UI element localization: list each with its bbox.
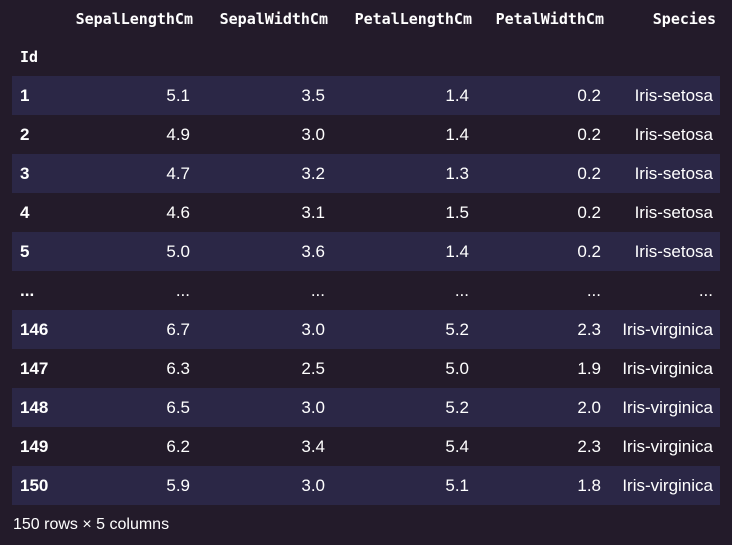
table-cell: 6.2 [166,436,190,456]
row-index: 3 [20,163,30,183]
table-cell: 3.1 [301,202,325,222]
table-cell: Iris-setosa [634,202,713,222]
table-row: 148 6.5 3.0 5.2 2.0 Iris-virginica [12,388,720,427]
table-cell: ... [310,280,325,300]
table-cell: 5.2 [445,319,469,339]
table-cell: 4.6 [166,202,190,222]
table-cell: 3.0 [301,319,325,339]
table-cell: 3.5 [301,85,325,105]
table-cell: 0.2 [577,241,601,261]
table-cell: 2.3 [577,436,601,456]
row-index: 4 [20,202,30,222]
table-cell: 0.2 [577,85,601,105]
table-cell: Iris-virginica [622,358,713,378]
table-cell: 5.0 [445,358,469,378]
row-index: 147 [20,358,49,378]
table-cell: 4.7 [166,163,190,183]
table-cell: Iris-virginica [622,436,713,456]
table-cell: 2.3 [577,319,601,339]
row-index: 1 [20,85,30,105]
table-cell: 1.3 [445,163,469,183]
table-cell: Iris-virginica [622,319,713,339]
table-cell: 1.5 [445,202,469,222]
table-row: 4 4.6 3.1 1.5 0.2 Iris-setosa [12,193,720,232]
table-row: 150 5.9 3.0 5.1 1.8 Iris-virginica [12,466,720,505]
table-cell: ... [698,280,713,300]
table-cell: 4.9 [166,124,190,144]
dataframe-output: SepalLengthCm SepalWidthCm PetalLengthCm… [12,0,720,505]
table-cell: 2.0 [577,397,601,417]
column-header-species: Species [652,10,716,28]
dataframe-table: SepalLengthCm SepalWidthCm PetalLengthCm… [12,0,720,505]
table-cell: Iris-setosa [634,124,713,144]
column-header-sepal-length: SepalLengthCm [75,10,193,28]
table-cell: 0.2 [577,163,601,183]
column-header-row: SepalLengthCm SepalWidthCm PetalLengthCm… [12,0,720,38]
row-index: 149 [20,436,49,456]
index-header-row: Id [12,38,720,76]
table-row: 2 4.9 3.0 1.4 0.2 Iris-setosa [12,115,720,154]
table-cell: 5.0 [166,241,190,261]
table-cell: Iris-virginica [622,397,713,417]
table-cell: ... [175,280,190,300]
table-cell: 6.3 [166,358,190,378]
table-cell: 3.2 [301,163,325,183]
table-cell: ... [586,280,601,300]
row-index: 2 [20,124,30,144]
column-header-sepal-width: SepalWidthCm [219,10,328,28]
table-cell: 5.1 [445,475,469,495]
column-header-petal-length: PetalLengthCm [354,10,472,28]
table-row: 3 4.7 3.2 1.3 0.2 Iris-setosa [12,154,720,193]
table-cell: 1.9 [577,358,601,378]
table-row: 1 5.1 3.5 1.4 0.2 Iris-setosa [12,76,720,115]
table-row: .................. [12,271,720,310]
table-cell: Iris-virginica [622,475,713,495]
table-cell: 3.0 [301,124,325,144]
row-index: 148 [20,397,49,417]
table-cell: 6.7 [166,319,190,339]
table-cell: 5.1 [166,85,190,105]
table-cell: 1.4 [445,124,469,144]
row-index: ... [20,280,35,300]
table-cell: 3.0 [301,397,325,417]
table-cell: 0.2 [577,124,601,144]
table-row: 147 6.3 2.5 5.0 1.9 Iris-virginica [12,349,720,388]
table-cell: 1.4 [445,241,469,261]
row-index: 5 [20,241,30,261]
table-cell: 3.6 [301,241,325,261]
table-cell: 1.8 [577,475,601,495]
table-cell: 6.5 [166,397,190,417]
table-cell: Iris-setosa [634,163,713,183]
table-row: 5 5.0 3.6 1.4 0.2 Iris-setosa [12,232,720,271]
table-row: 149 6.2 3.4 5.4 2.3 Iris-virginica [12,427,720,466]
table-body: 1 5.1 3.5 1.4 0.2 Iris-setosa 2 4.9 3.0 1.4 0.2 Iri… [12,76,720,505]
table-cell: ... [454,280,469,300]
table-cell: 1.4 [445,85,469,105]
table-shape-summary: 150 rows × 5 columns [13,516,170,533]
table-cell: 0.2 [577,202,601,222]
index-name: Id [20,48,39,66]
table-row: 146 6.7 3.0 5.2 2.3 Iris-virginica [12,310,720,349]
table-cell: Iris-setosa [634,85,713,105]
table-cell: 5.4 [445,436,469,456]
header-corner [12,0,60,38]
table-cell: 5.9 [166,475,190,495]
table-cell: 3.0 [301,475,325,495]
table-cell: Iris-setosa [634,241,713,261]
column-header-petal-width: PetalWidthCm [495,10,604,28]
row-index: 150 [20,475,49,495]
row-index: 146 [20,319,49,339]
table-cell: 2.5 [301,358,325,378]
table-cell: 3.4 [301,436,325,456]
table-cell: 5.2 [445,397,469,417]
